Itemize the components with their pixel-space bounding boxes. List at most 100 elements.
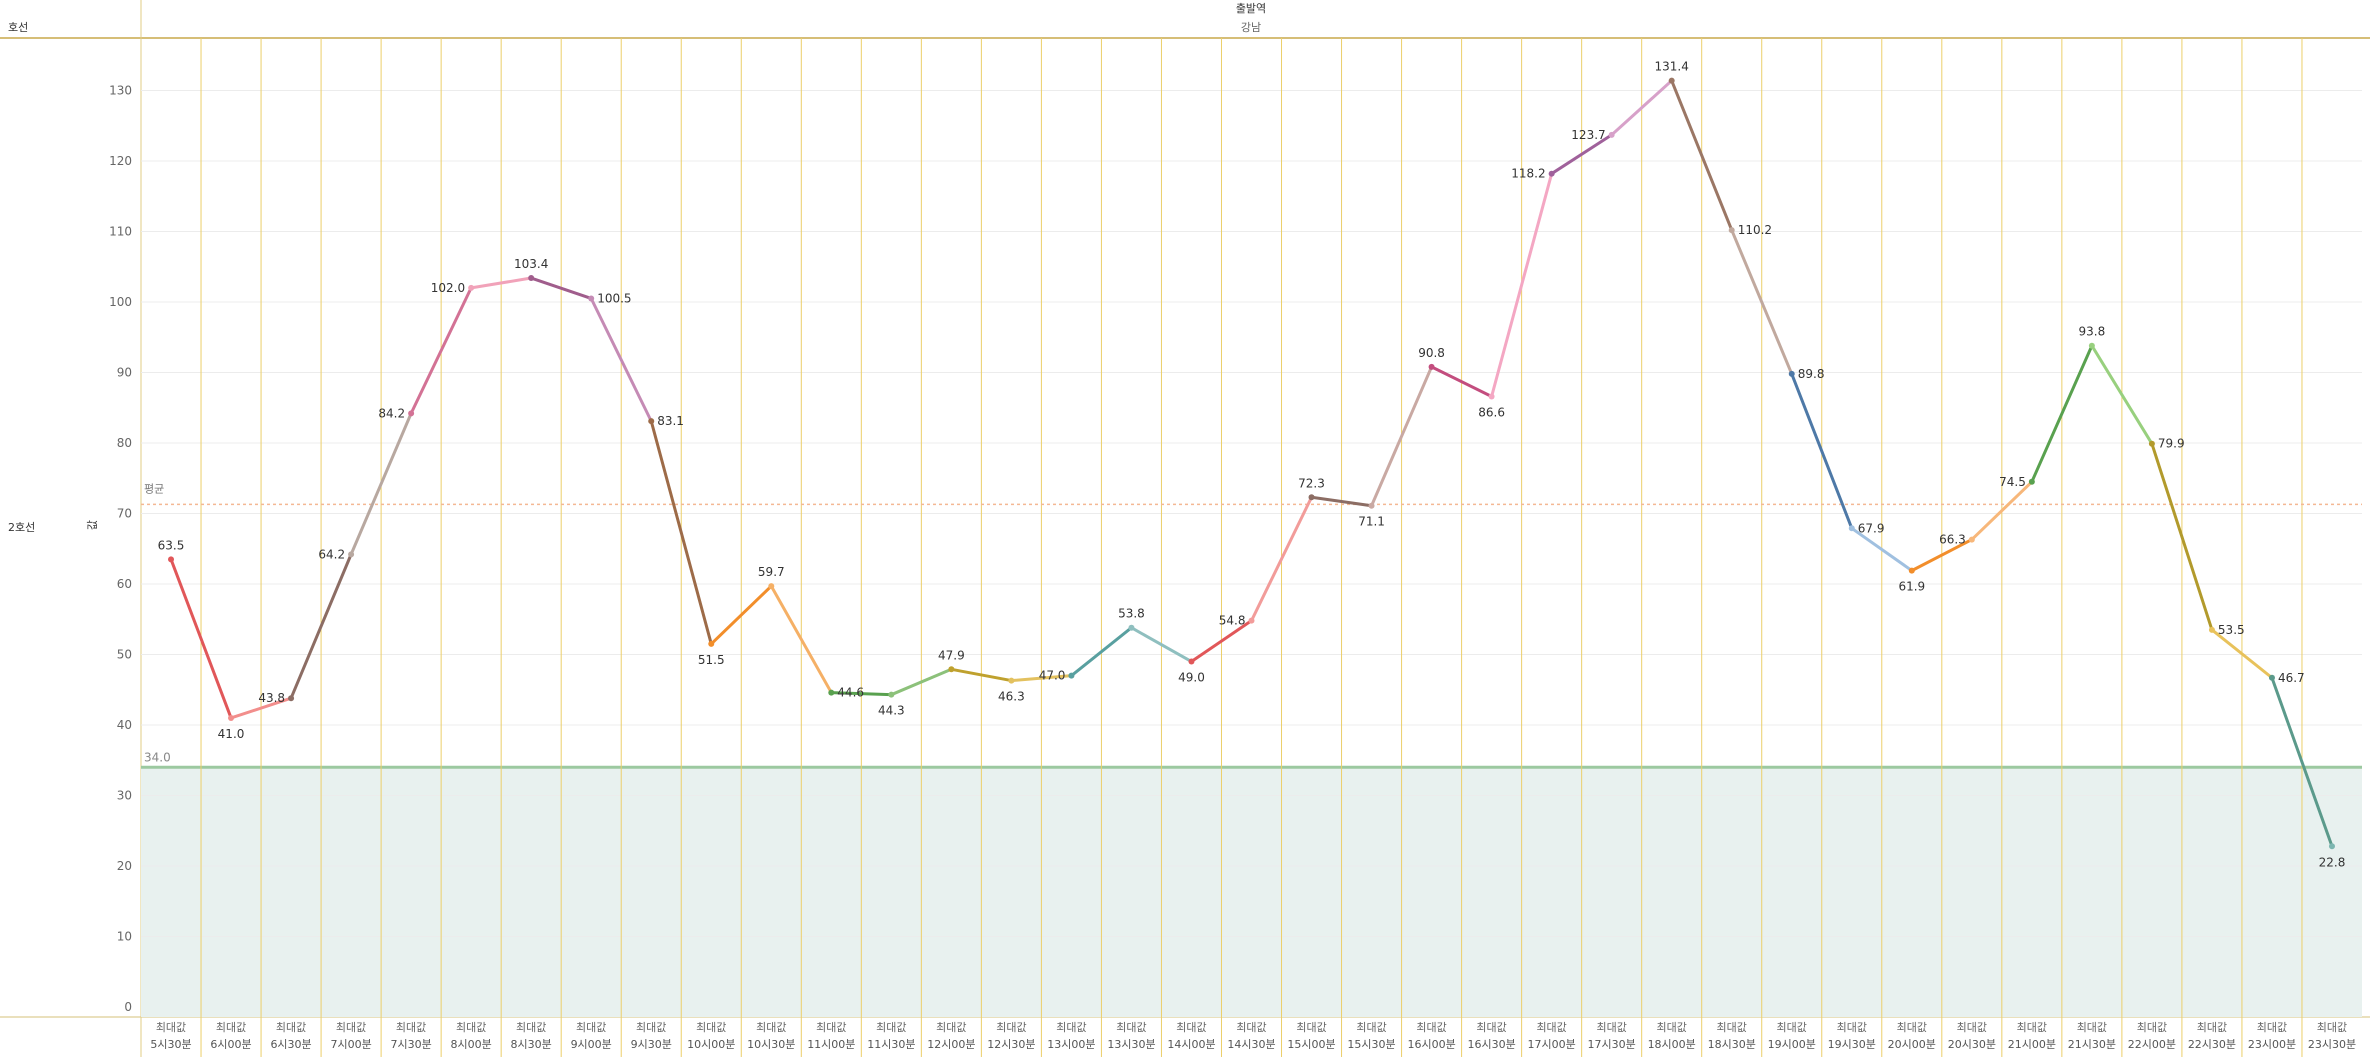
series-points: [168, 77, 2335, 850]
data-point: [1188, 658, 1195, 665]
line-segment: [589, 296, 653, 423]
line-segment: [469, 276, 533, 290]
data-point: [1608, 131, 1615, 138]
data-point: [168, 556, 175, 563]
x-measure-label: 최대값: [2317, 1021, 2347, 1034]
reference-band: 34.0: [141, 750, 2362, 1017]
y-tick-label: 60: [117, 577, 132, 591]
x-tick-label: 22시30분: [2188, 1038, 2236, 1051]
x-measure-label: 최대값: [516, 1021, 546, 1034]
data-label: 43.8: [258, 691, 285, 705]
data-label: 131.4: [1655, 60, 1689, 74]
line-segment: [1910, 538, 1974, 573]
line-segment: [1610, 79, 1674, 137]
x-measure-label: 최대값: [996, 1021, 1026, 1034]
data-label: 47.9: [938, 648, 965, 662]
data-label: 63.5: [158, 538, 185, 552]
x-measure-label: 최대값: [1897, 1021, 1927, 1034]
data-label: 53.8: [1118, 607, 1145, 621]
y-tick-label: 130: [109, 84, 132, 98]
data-point: [768, 583, 775, 590]
x-tick-label: 23시30분: [2308, 1038, 2356, 1051]
x-tick-label: 16시30분: [1467, 1038, 1515, 1051]
data-point: [2028, 478, 2035, 485]
x-measure-label: 최대값: [1777, 1021, 1807, 1034]
line-segment: [349, 411, 413, 556]
data-label: 22.8: [2319, 855, 2346, 869]
x-tick-label: 18시00분: [1648, 1038, 1696, 1051]
data-label: 86.6: [1478, 405, 1505, 419]
data-point: [288, 695, 295, 702]
line-segment: [529, 276, 593, 300]
line-segment: [1250, 495, 1314, 623]
x-measure-label: 최대값: [636, 1021, 666, 1034]
data-point: [1308, 494, 1315, 501]
data-point: [408, 410, 415, 417]
x-measure-label: 최대값: [2137, 1021, 2167, 1034]
x-measure-label: 최대값: [216, 1021, 246, 1034]
y-tick-label: 20: [117, 859, 132, 873]
reference-band-label: 34.0: [144, 750, 171, 764]
x-tick-label: 23시00분: [2248, 1038, 2296, 1051]
data-point: [1428, 363, 1435, 370]
x-measure-label: 최대값: [1056, 1021, 1086, 1034]
x-tick-label: 6시00분: [210, 1038, 251, 1051]
x-measure-label: 최대값: [456, 1021, 486, 1034]
data-point: [1008, 677, 1015, 684]
x-tick-label: 21시30분: [2068, 1038, 2116, 1051]
line-segment: [2090, 344, 2154, 446]
data-point: [1668, 77, 1675, 84]
data-point: [468, 284, 475, 291]
data-point: [528, 275, 535, 282]
line-segment: [1129, 626, 1193, 664]
y-tick-label: 90: [117, 366, 132, 380]
data-point: [2268, 674, 2275, 681]
data-label: 118.2: [1511, 167, 1545, 181]
line-segment: [1550, 133, 1614, 176]
line-segment: [829, 691, 893, 697]
data-label: 72.3: [1298, 476, 1325, 490]
data-label: 67.9: [1858, 521, 1885, 535]
line-segment: [2150, 442, 2214, 632]
y-tick-label: 40: [117, 718, 132, 732]
x-tick-label: 12시00분: [927, 1038, 975, 1051]
line-segment: [2030, 344, 2094, 484]
x-measure-label: 최대값: [876, 1021, 906, 1034]
x-tick-label: 21시00분: [2008, 1038, 2056, 1051]
reference-band-fill: [141, 767, 2362, 1017]
data-point: [1848, 525, 1855, 532]
data-point: [2208, 626, 2215, 633]
x-measure-label: 최대값: [396, 1021, 426, 1034]
line-segment: [709, 584, 773, 646]
x-measure-label: 최대값: [816, 1021, 846, 1034]
x-measure-label: 최대값: [156, 1021, 186, 1034]
line-segment: [1850, 526, 1914, 573]
x-measure-label: 최대값: [1957, 1021, 1987, 1034]
data-label: 79.9: [2158, 437, 2185, 451]
x-measure-label: 최대값: [1236, 1021, 1266, 1034]
x-tick-label: 13시00분: [1047, 1038, 1095, 1051]
x-measure-label: 최대값: [2017, 1021, 2047, 1034]
data-label: 66.3: [1939, 533, 1966, 547]
x-measure-label: 최대값: [1596, 1021, 1626, 1034]
data-label: 59.7: [758, 565, 785, 579]
line-segment: [1370, 365, 1434, 508]
data-label: 64.2: [318, 547, 345, 561]
y-tick-label: 80: [117, 436, 132, 450]
data-point: [1248, 617, 1255, 624]
data-point: [1788, 370, 1795, 377]
line-segment: [1189, 619, 1253, 664]
x-tick-label: 6시30분: [270, 1038, 311, 1051]
x-tick-label: 14시00분: [1167, 1038, 1215, 1051]
data-label: 46.3: [998, 690, 1025, 704]
data-label: 71.1: [1358, 515, 1385, 529]
data-point: [228, 714, 235, 721]
line-segment: [409, 286, 473, 415]
gridlines: [141, 38, 2362, 1057]
data-point: [1968, 536, 1975, 543]
y-tick-label: 110: [109, 225, 132, 239]
x-measure-label: 최대값: [936, 1021, 966, 1034]
data-label: 46.7: [2278, 671, 2305, 685]
x-tick-label: 22시00분: [2128, 1038, 2176, 1051]
